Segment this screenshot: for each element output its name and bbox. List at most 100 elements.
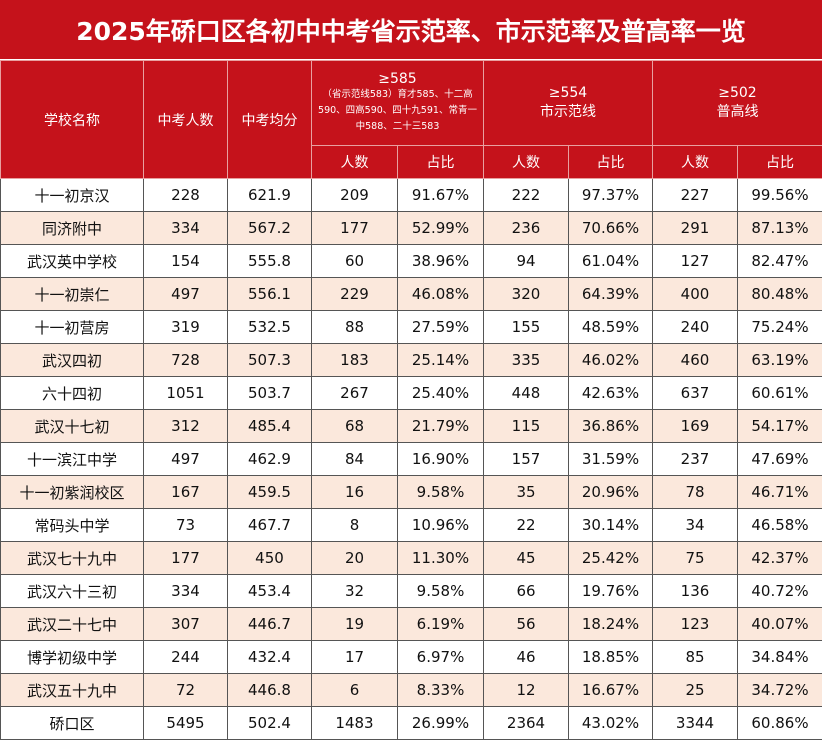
table-cell: 446.7	[227, 607, 312, 641]
table-cell: 42.37%	[737, 541, 822, 575]
table-cell: 35	[483, 475, 569, 509]
table-cell: 70.66%	[568, 211, 653, 245]
threshold: ≥585	[378, 71, 417, 87]
table-cell: 80.48%	[737, 277, 822, 311]
table-cell: 3344	[652, 706, 738, 740]
table-cell: 453.4	[227, 574, 312, 608]
table-cell: 73	[143, 508, 228, 542]
table-cell: 25.42%	[568, 541, 653, 575]
table-cell: 十一初京汉	[0, 178, 144, 212]
table-cell: 555.8	[227, 244, 312, 278]
table-cell: 244	[143, 640, 228, 674]
table-cell: 十一初崇仁	[0, 277, 144, 311]
table-cell: 46.08%	[397, 277, 484, 311]
table-cell: 82.47%	[737, 244, 822, 278]
column-header: 中考均分	[227, 60, 312, 179]
table-cell: 97.37%	[568, 178, 653, 212]
sub-header: 人数	[652, 145, 738, 179]
table-cell: 485.4	[227, 409, 312, 443]
table-cell: 127	[652, 244, 738, 278]
table-cell: 637	[652, 376, 738, 410]
table-cell: 9.58%	[397, 475, 484, 509]
table-row: 武汉二十七中 307 446.7 19 6.19% 56 18.24% 123 40.07%	[0, 607, 822, 641]
table-cell: 240	[652, 310, 738, 344]
table-row: 武汉十七初 312 485.4 68 21.79% 115 36.86% 169 54.17%	[0, 409, 822, 443]
table-cell: 17	[311, 640, 398, 674]
table-cell: 31.59%	[568, 442, 653, 476]
table-row: 十一初营房 319 532.5 88 27.59% 155 48.59% 240 75.24%	[0, 310, 822, 344]
table-cell: 497	[143, 442, 228, 476]
table-cell: 222	[483, 178, 569, 212]
table-cell: 40.07%	[737, 607, 822, 641]
table-cell: 60.86%	[737, 706, 822, 740]
table-cell: 567.2	[227, 211, 312, 245]
table-row: 博学初级中学 244 432.4 17 6.97% 46 18.85% 85 34.84%	[0, 640, 822, 674]
table-cell: 88	[311, 310, 398, 344]
table-cell: 446.8	[227, 673, 312, 707]
sub-header: 人数	[483, 145, 569, 179]
table-row: 武汉英中学校 154 555.8 60 38.96% 94 61.04% 127 82.47%	[0, 244, 822, 278]
table-cell: 448	[483, 376, 569, 410]
table-cell: 18.24%	[568, 607, 653, 641]
table-cell: 75	[652, 541, 738, 575]
table-cell: 60.61%	[737, 376, 822, 410]
table-row: 十一初紫润校区 167 459.5 16 9.58% 35 20.96% 78 46.71%	[0, 475, 822, 509]
table-cell: 123	[652, 607, 738, 641]
table-cell: 武汉十七初	[0, 409, 144, 443]
table-cell: 12	[483, 673, 569, 707]
table-cell: 75.24%	[737, 310, 822, 344]
table-cell: 16.90%	[397, 442, 484, 476]
table-cell: 177	[143, 541, 228, 575]
table-cell: 334	[143, 211, 228, 245]
table-cell: 40.72%	[737, 574, 822, 608]
table-cell: 502.4	[227, 706, 312, 740]
table-cell: 6.97%	[397, 640, 484, 674]
table-cell: 462.9	[227, 442, 312, 476]
table-row: 六十四初 1051 503.7 267 25.40% 448 42.63% 637 60.61%	[0, 376, 822, 410]
table-cell: 十一初营房	[0, 310, 144, 344]
table-cell: 武汉四初	[0, 343, 144, 377]
table-cell: 46.58%	[737, 508, 822, 542]
table-cell: 450	[227, 541, 312, 575]
group-header: ≥502 普高线	[652, 60, 822, 146]
table-row: 十一滨江中学 497 462.9 84 16.90% 157 31.59% 237 47.69%	[0, 442, 822, 476]
table-cell: 64.39%	[568, 277, 653, 311]
group-header: ≥554 市示范线	[483, 60, 653, 146]
table-cell: 60	[311, 244, 398, 278]
table-cell: 25.14%	[397, 343, 484, 377]
sub-header: 占比	[737, 145, 822, 179]
table-cell: 16	[311, 475, 398, 509]
table-cell: 320	[483, 277, 569, 311]
table-cell: 10.96%	[397, 508, 484, 542]
table-cell: 432.4	[227, 640, 312, 674]
table-cell: 87.13%	[737, 211, 822, 245]
table-cell: 460	[652, 343, 738, 377]
table-cell: 94	[483, 244, 569, 278]
column-header: 中考人数	[143, 60, 228, 179]
table-cell: 27.59%	[397, 310, 484, 344]
table-cell: 507.3	[227, 343, 312, 377]
table-cell: 267	[311, 376, 398, 410]
table-cell: 400	[652, 277, 738, 311]
table-row: 十一初崇仁 497 556.1 229 46.08% 320 64.39% 400 80.48%	[0, 277, 822, 311]
table-cell: 99.56%	[737, 178, 822, 212]
table-cell: 154	[143, 244, 228, 278]
table-cell: 66	[483, 574, 569, 608]
table-cell: 45	[483, 541, 569, 575]
table-cell: 5495	[143, 706, 228, 740]
table-cell: 十一初紫润校区	[0, 475, 144, 509]
table-cell: 2364	[483, 706, 569, 740]
table-cell: 47.69%	[737, 442, 822, 476]
group-header: ≥585 （省示范线583）育才585、十二高590、四高590、四十九591、常…	[311, 60, 484, 146]
table-cell: 25.40%	[397, 376, 484, 410]
table-cell: 18.85%	[568, 640, 653, 674]
table-cell: 硚口区	[0, 706, 144, 740]
table-cell: 20.96%	[568, 475, 653, 509]
table-cell: 728	[143, 343, 228, 377]
table-cell: 20	[311, 541, 398, 575]
table-cell: 72	[143, 673, 228, 707]
table-cell: 84	[311, 442, 398, 476]
table-cell: 46.71%	[737, 475, 822, 509]
table-cell: 532.5	[227, 310, 312, 344]
table-cell: 11.30%	[397, 541, 484, 575]
